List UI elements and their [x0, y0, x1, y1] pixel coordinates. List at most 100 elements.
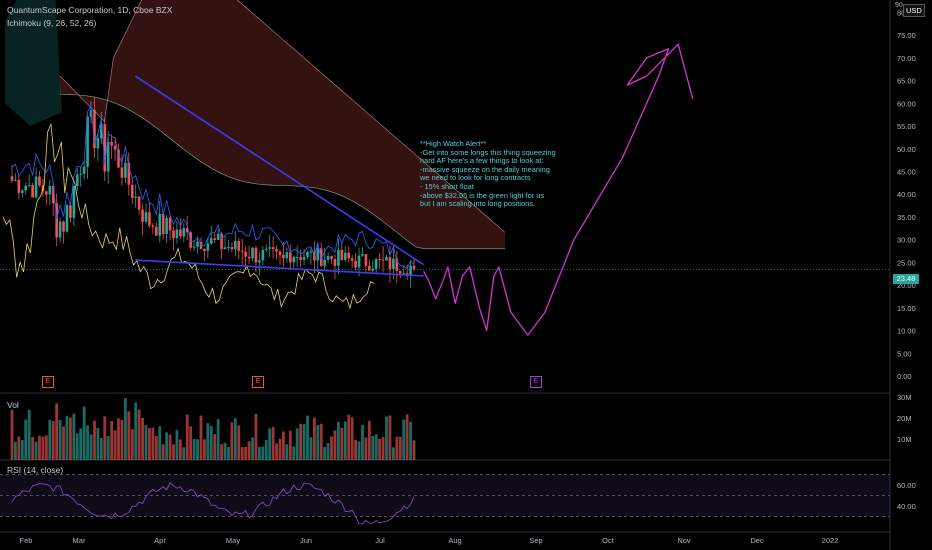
volume-bar — [309, 437, 313, 460]
candle-body — [45, 191, 48, 195]
volume-bar — [189, 426, 193, 460]
volume-bar — [223, 442, 227, 460]
candle-body — [261, 249, 265, 261]
volume-bar — [357, 441, 361, 460]
price-tick-label: 55.00 — [897, 122, 916, 131]
candle-body — [364, 254, 368, 266]
volume-bar — [58, 419, 62, 460]
volume-bar — [130, 429, 134, 460]
candle-body — [58, 221, 62, 238]
volume-bar — [402, 419, 406, 460]
volume-bar — [233, 418, 237, 460]
volume-bar — [134, 402, 138, 460]
currency-badge[interactable]: USD — [903, 4, 925, 17]
candle-body — [357, 255, 361, 268]
candle-body — [213, 238, 217, 240]
candle-body — [398, 270, 402, 274]
volume-bar — [24, 419, 28, 460]
volume-legend[interactable]: Vol — [7, 400, 19, 410]
volume-bar — [103, 416, 107, 460]
candle-body — [340, 249, 344, 260]
trendline-upper — [134, 75, 425, 266]
rsi-tick-label: 40.00 — [897, 502, 916, 511]
candle-body — [86, 116, 89, 167]
volume-bar — [285, 444, 289, 460]
price-tick-label: 35.00 — [897, 213, 916, 222]
time-tick-label: 2022 — [822, 536, 839, 545]
volume-bar — [141, 417, 144, 460]
time-tick-label: Aug — [448, 536, 461, 545]
volume-bar — [48, 419, 52, 460]
volume-bar — [93, 420, 96, 460]
rsi-line — [11, 482, 415, 525]
volume-bar — [299, 423, 303, 460]
ichimoku-legend[interactable]: Ichimoku (9, 26, 52, 26) — [7, 18, 97, 28]
earnings-marker-1[interactable]: E — [42, 376, 54, 388]
volume-bars — [10, 398, 416, 460]
time-tick-label: Feb — [20, 536, 33, 545]
volume-bar — [79, 428, 83, 460]
symbol-title: QuantumScape Corporation, 1D, Cboe BZX — [7, 5, 173, 15]
candle-body — [285, 252, 289, 259]
volume-bar — [99, 437, 103, 460]
volume-bar — [257, 446, 261, 460]
volume-bar — [199, 415, 203, 460]
volume-bar — [361, 424, 364, 460]
volume-bar — [247, 441, 251, 460]
candle-body — [326, 256, 330, 260]
candle-body — [319, 248, 323, 266]
candle-body — [130, 184, 134, 198]
volume-bar — [72, 413, 76, 460]
rsi-legend[interactable]: RSI (14, close) — [7, 465, 64, 475]
volume-bar — [175, 429, 179, 460]
candle-body — [275, 249, 278, 252]
candle-body — [292, 257, 296, 263]
time-tick-label: Sep — [529, 536, 542, 545]
candle-body — [62, 221, 65, 232]
axis-corner-label: 90 — [895, 2, 903, 9]
candle-body — [237, 241, 241, 251]
candle-body — [48, 186, 52, 195]
volume-bar — [251, 437, 254, 460]
volume-bar — [312, 417, 316, 460]
time-tick-label: Jul — [375, 536, 385, 545]
volume-bar — [409, 421, 412, 460]
volume-bar — [110, 420, 114, 460]
candle-body — [199, 241, 203, 249]
conversion-line — [11, 104, 415, 270]
price-tick-label: 25.00 — [897, 258, 916, 267]
volume-bar — [268, 428, 272, 460]
earnings-marker-2[interactable]: E — [252, 376, 264, 388]
candle-body — [179, 229, 182, 237]
candle-body — [234, 241, 237, 250]
candle-body — [254, 247, 258, 263]
volume-bar — [168, 434, 172, 460]
volume-bar — [203, 439, 206, 460]
volume-bar — [323, 446, 327, 460]
volume-bar — [27, 409, 31, 460]
price-tick-label: 20.00 — [897, 281, 916, 290]
volume-bar — [295, 428, 299, 460]
volume-bar — [385, 416, 388, 460]
price-tick-label: 45.00 — [897, 167, 916, 176]
candle-body — [323, 259, 326, 266]
volume-bar — [14, 441, 17, 460]
volume-bar — [51, 421, 55, 460]
volume-bar — [374, 434, 378, 460]
earnings-marker-3[interactable]: E — [530, 376, 542, 388]
candle-body — [24, 185, 28, 191]
candle-body — [175, 229, 179, 239]
candle-body — [350, 258, 354, 261]
volume-bar — [292, 446, 296, 460]
volume-bar — [371, 435, 375, 460]
annotation-note[interactable]: **High Watch Alert** -Get into some long… — [420, 139, 556, 209]
candle-body — [244, 251, 247, 257]
volume-bar — [178, 439, 182, 460]
candle-body — [206, 243, 210, 251]
projection-path — [423, 43, 694, 336]
volume-bar — [209, 426, 213, 460]
candle-body — [271, 247, 275, 250]
volume-bar — [62, 426, 65, 460]
volume-bar — [364, 437, 368, 460]
